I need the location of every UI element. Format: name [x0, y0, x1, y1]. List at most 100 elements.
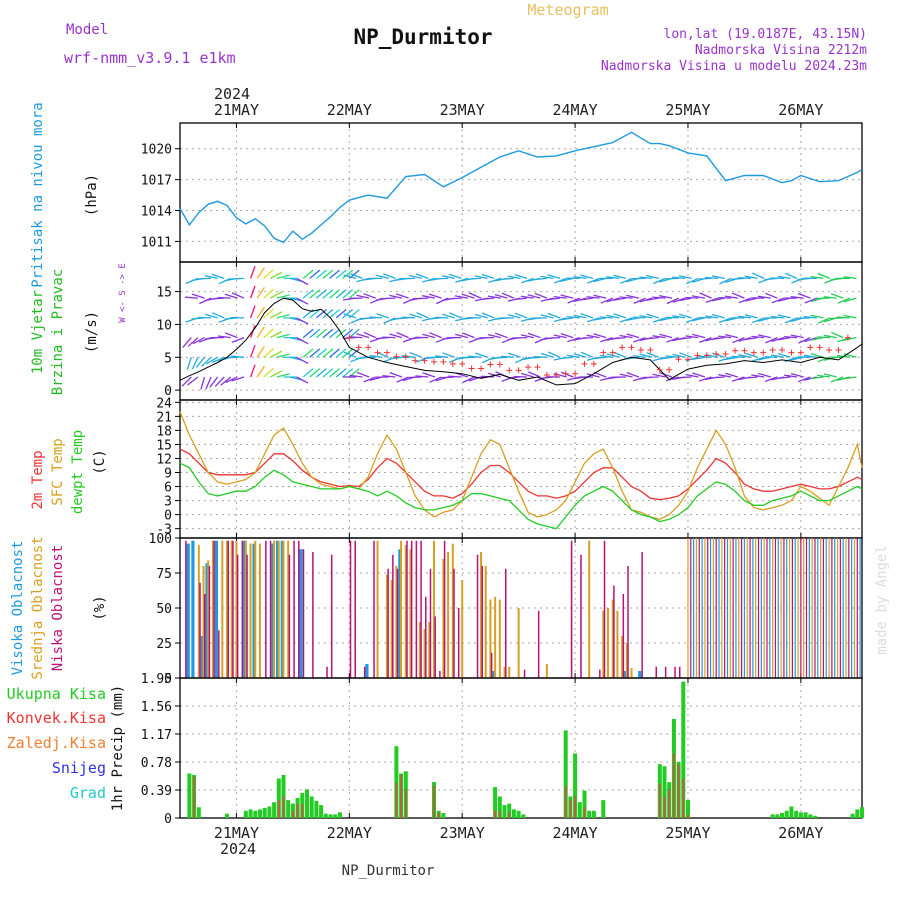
wind-arrow	[257, 268, 264, 279]
wind-arrow	[297, 278, 309, 284]
precip-total-bar	[808, 814, 812, 818]
ytick-label: 1011	[141, 235, 172, 250]
dewpt-ylabel: dewpt Temp	[70, 430, 86, 514]
wind-arrow	[837, 317, 850, 318]
precip-total-bar	[244, 811, 248, 818]
wind-arrow	[442, 377, 455, 378]
top-day-label: 26MAY	[778, 101, 823, 119]
wind-arrow	[580, 338, 593, 339]
precip-total-bar	[197, 807, 201, 818]
ytick-label: 100	[149, 532, 172, 547]
precip-total-bar	[225, 814, 229, 818]
wind-gust-mark	[779, 347, 785, 353]
wind-arrow	[738, 278, 751, 279]
wind-arrow	[415, 298, 428, 299]
precip-total-bar	[187, 774, 191, 819]
precip-conv-bar	[565, 786, 567, 818]
precip-total-bar	[263, 808, 267, 818]
wind-arrow	[402, 317, 415, 318]
legend-zaledj-kisa: Zaledj.Kisa	[7, 734, 106, 752]
cloud-unit: (%)	[92, 595, 108, 620]
precip-total-bar	[794, 811, 798, 818]
wind-arrow	[251, 306, 255, 318]
precip-conv-bar	[283, 797, 285, 819]
wind-arrow	[554, 297, 567, 299]
ytick-label: 3	[164, 495, 172, 510]
bottom-day-label: 23MAY	[440, 824, 485, 842]
wind-arrow	[297, 298, 309, 304]
wind-arrow	[666, 278, 679, 279]
precip-total-bar	[319, 805, 323, 818]
precip-total-bar	[799, 812, 803, 818]
wind-arrow	[501, 356, 514, 357]
precip-total-bar	[785, 811, 789, 818]
wind-gust-mark	[516, 367, 522, 373]
wind-arrow	[547, 338, 560, 339]
wind-gust-mark	[375, 350, 381, 356]
wind-arrows	[182, 266, 856, 389]
wind-arrow	[369, 317, 382, 318]
wind-arrow	[363, 318, 376, 319]
elevation-line: Nadmorska Visina 2212m	[695, 43, 867, 58]
wind-arrow	[501, 278, 514, 279]
wind-arrow	[633, 317, 646, 318]
wind-arrow	[784, 337, 797, 338]
wind-arrow	[297, 357, 309, 363]
top-day-label: 25MAY	[665, 101, 710, 119]
wind-arrow	[600, 317, 613, 318]
wind-arrow	[705, 278, 718, 279]
wind-arrow	[817, 375, 830, 377]
wind-arrow	[435, 317, 448, 318]
precip-total-bar	[272, 802, 276, 818]
precip-conv-bar	[659, 784, 661, 819]
precip-total-bar	[305, 789, 309, 818]
wind-arrow	[297, 377, 309, 383]
model-elevation-line: Nadmorska Visina u modelu 2024.23m	[601, 59, 867, 74]
wind-gust-mark	[638, 347, 644, 353]
wind-arrow	[541, 276, 554, 278]
wind-arrow	[297, 318, 309, 324]
wind-arrow	[514, 377, 527, 378]
wind-arrow	[712, 377, 725, 378]
precip-conv-bar	[569, 800, 571, 818]
wind-arrow	[435, 278, 448, 279]
precip-total-bar	[253, 811, 257, 818]
pressure-unit: (hPa)	[84, 174, 100, 216]
precip-total-bar	[775, 814, 779, 818]
wind-arrow	[587, 297, 600, 298]
watermark: made by Angel	[874, 545, 890, 655]
ytick-label: 25	[156, 637, 172, 652]
wind-gust-mark	[412, 358, 418, 364]
ytick-label: 1017	[141, 174, 172, 189]
precip-conv-bar	[292, 811, 294, 818]
precip-total-bar	[592, 811, 596, 818]
top-day-label: 23MAY	[440, 101, 485, 119]
wind-gust-mark	[760, 350, 766, 356]
wind-arrow	[534, 357, 547, 358]
precip-conv-bar	[433, 786, 435, 818]
wind-gust-mark	[694, 352, 700, 358]
wind-gust-mark	[619, 344, 625, 350]
wind-gust-mark	[666, 367, 672, 373]
top-day-label: 24MAY	[553, 101, 598, 119]
wind-arrow	[685, 336, 698, 338]
wind-arrow	[699, 356, 712, 357]
ytick-label: 18	[156, 424, 172, 439]
wind-arrow	[198, 317, 211, 318]
wind-arrow	[620, 297, 633, 298]
wind-arrow	[201, 377, 205, 390]
wind-unit: (m/s)	[84, 311, 100, 353]
wind-gust-mark	[506, 367, 512, 373]
wind-arrow	[699, 278, 712, 279]
wind-gust-mark	[572, 371, 578, 377]
precip-conv-bar	[193, 776, 195, 818]
ytick-label: 5	[164, 351, 172, 366]
legend-grad: Grad	[70, 784, 106, 802]
precip-total-bar	[267, 807, 271, 819]
temp-unit: (C)	[92, 449, 108, 474]
wind-gust-mark	[770, 347, 776, 353]
precip-conv-bar	[405, 789, 407, 818]
precip-conv-bar	[400, 775, 402, 818]
wind-arrow	[198, 278, 211, 279]
